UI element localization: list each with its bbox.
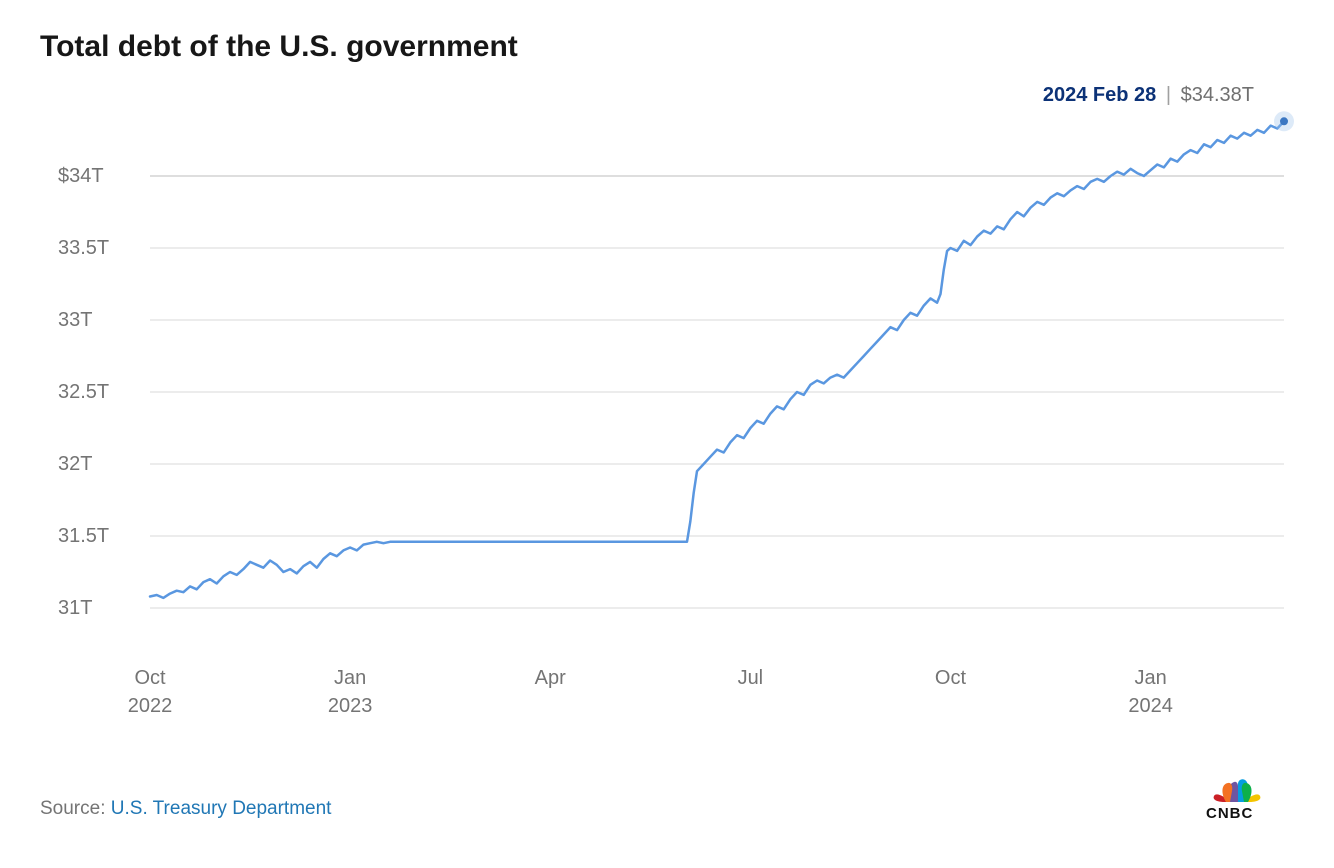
source-link[interactable]: U.S. Treasury Department xyxy=(111,798,332,819)
y-tick-label: 31T xyxy=(58,597,92,619)
y-tick-label: 32.5T xyxy=(58,381,109,403)
x-tick-year: 2024 xyxy=(1128,695,1173,717)
y-tick-label: 33T xyxy=(58,309,92,331)
line-chart-svg: $34T33.5T33T32.5T32T31.5T31TOct2022Jan20… xyxy=(40,84,1294,744)
callout-date: 2024 Feb 28 xyxy=(1043,84,1156,106)
y-tick-label: 31.5T xyxy=(58,525,109,547)
callout-separator: | xyxy=(1166,84,1171,106)
x-tick-label: Oct xyxy=(935,667,967,689)
y-tick-label: $34T xyxy=(58,165,104,187)
chart-area: 2024 Feb 28 | $34.38T $34T 33.5T 33T 32.5T 3… xyxy=(40,84,1294,744)
source-attribution: Source: U.S. Treasury Department xyxy=(40,798,331,820)
x-tick-year: 2022 xyxy=(128,695,173,717)
end-marker-dot xyxy=(1280,117,1288,125)
source-label: Source: xyxy=(40,798,111,819)
x-tick-year: 2023 xyxy=(328,695,373,717)
debt-series-line xyxy=(150,121,1284,598)
latest-value-callout: 2024 Feb 28 | $34.38T xyxy=(1043,84,1254,107)
cnbc-logo: CNBC xyxy=(1206,774,1284,820)
y-tick-label: 33.5T xyxy=(58,237,109,259)
x-tick-label: Jul xyxy=(738,667,764,689)
x-tick-label: Jan xyxy=(334,667,366,689)
cnbc-logo-text: CNBC xyxy=(1206,805,1253,820)
chart-title: Total debt of the U.S. government xyxy=(40,30,1294,64)
peacock-icon xyxy=(1214,779,1261,802)
x-tick-label: Oct xyxy=(134,667,166,689)
callout-value: $34.38T xyxy=(1181,84,1254,106)
x-tick-label: Jan xyxy=(1134,667,1166,689)
y-tick-label: 32T xyxy=(58,453,92,475)
x-tick-label: Apr xyxy=(535,667,566,689)
